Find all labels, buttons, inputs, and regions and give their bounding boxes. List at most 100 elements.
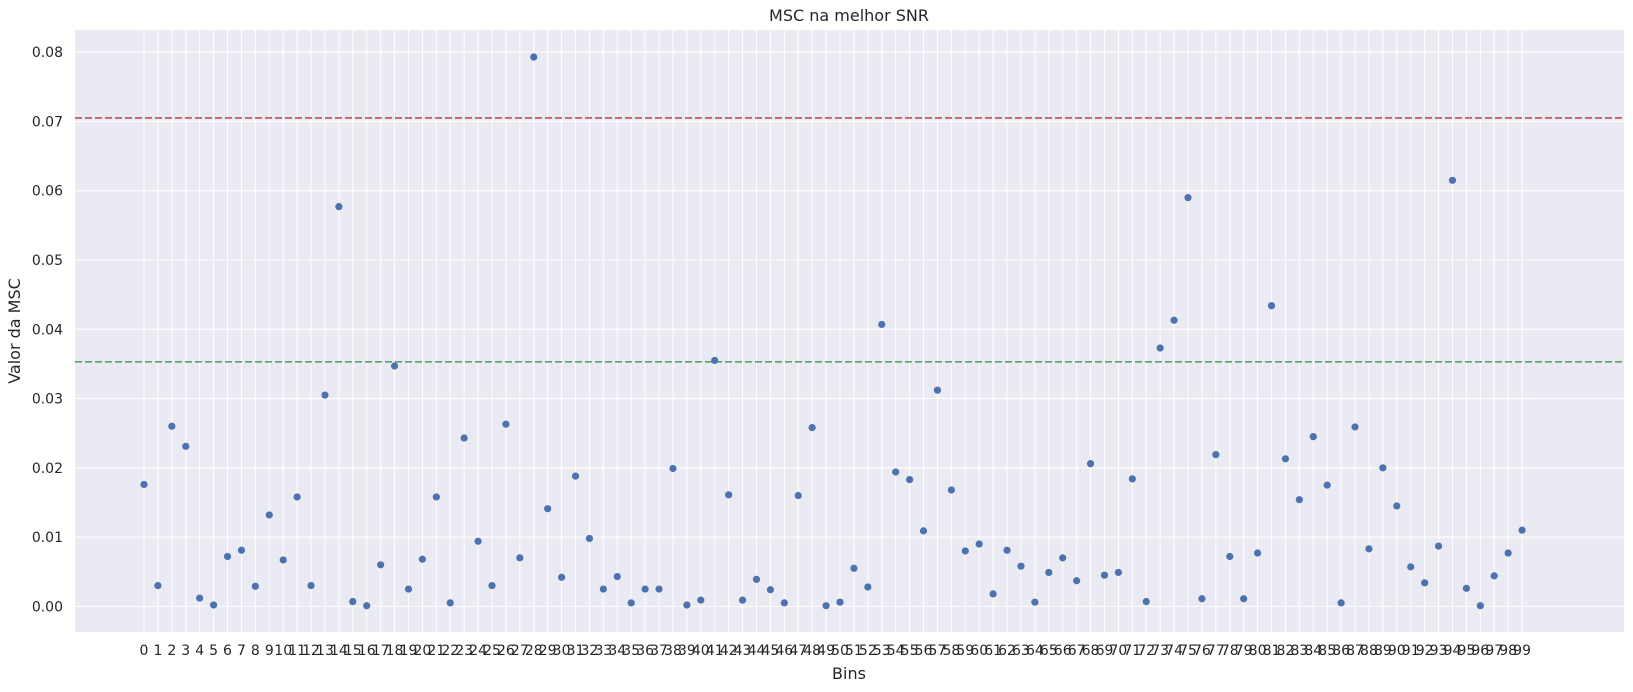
x-tick-label: 99 [1513, 643, 1531, 659]
x-tick-label: 71 [1123, 643, 1141, 659]
x-tick-label: 32 [581, 643, 599, 659]
data-points [140, 53, 1526, 610]
x-tick-label: 29 [539, 643, 557, 659]
x-tick-label: 60 [970, 643, 988, 659]
data-point [1462, 584, 1470, 592]
y-tick-labels: 0.00 0.01 0.02 0.03 0.04 0.05 0.06 0.07 0.08 [32, 45, 63, 615]
data-point [1518, 526, 1526, 534]
data-point [836, 598, 844, 606]
data-point [850, 564, 858, 572]
x-tick-label: 75 [1179, 643, 1197, 659]
x-tick-label: 79 [1235, 643, 1253, 659]
x-tick-label: 0 [140, 643, 149, 659]
x-tick-label: 11 [288, 643, 306, 659]
x-tick-label: 46 [775, 643, 793, 659]
data-point [669, 464, 677, 473]
data-point [432, 493, 440, 501]
data-point [1281, 455, 1290, 463]
data-point [474, 537, 482, 545]
data-point [293, 493, 301, 501]
x-tick-label: 17 [372, 643, 390, 659]
x-tick-label: 65 [1040, 643, 1058, 659]
data-point [641, 585, 649, 593]
y-tick-label: 0.02 [32, 461, 63, 477]
x-tick-label: 85 [1318, 643, 1336, 659]
x-tick-label: 39 [678, 643, 696, 659]
data-point [1448, 176, 1457, 184]
y-tick-label: 0.01 [32, 530, 63, 546]
x-tick-label: 1 [153, 643, 162, 659]
x-tick-label: 10 [274, 643, 292, 659]
x-tick-label: 90 [1388, 643, 1406, 659]
x-tick-label: 22 [441, 643, 459, 659]
data-point [780, 599, 788, 607]
data-point [1031, 598, 1039, 606]
data-point [182, 442, 190, 450]
data-point [933, 386, 942, 394]
data-point [752, 575, 761, 583]
x-tick-label: 76 [1193, 643, 1211, 659]
data-point [377, 561, 385, 569]
x-tick-label: 44 [748, 643, 766, 659]
data-point [864, 583, 872, 591]
data-point [1323, 481, 1331, 489]
data-point [1114, 568, 1122, 577]
data-point [1073, 577, 1081, 585]
x-tick-label: 40 [692, 643, 710, 659]
data-point [794, 491, 802, 500]
data-point [989, 590, 997, 598]
data-point [947, 486, 955, 494]
data-point [237, 546, 246, 554]
x-tick-label: 8 [251, 643, 260, 659]
data-point [697, 596, 705, 604]
data-point [599, 585, 607, 593]
data-point [975, 540, 983, 548]
x-tick-label: 83 [1290, 643, 1308, 659]
x-tick-label: 54 [887, 643, 905, 659]
x-tick-label: 31 [567, 643, 585, 659]
x-tick-label: 18 [386, 643, 404, 659]
data-point [1504, 549, 1512, 557]
data-point [460, 434, 468, 442]
data-point [1337, 599, 1345, 607]
y-tick-label: 0.04 [32, 322, 63, 338]
data-point [530, 53, 538, 61]
x-tick-label: 93 [1430, 643, 1448, 659]
x-tick-label: 38 [664, 643, 682, 659]
y-tick-label: 0.07 [32, 114, 63, 130]
x-tick-label: 82 [1277, 643, 1295, 659]
data-point [279, 556, 287, 564]
x-tick-label: 64 [1026, 643, 1044, 659]
data-point [251, 582, 259, 590]
x-tick-label: 4 [195, 643, 204, 659]
data-point [404, 585, 413, 593]
data-point [906, 475, 914, 484]
x-tick-label: 92 [1416, 643, 1434, 659]
data-point [335, 203, 343, 211]
data-point [223, 552, 232, 561]
x-tick-label: 69 [1096, 643, 1114, 659]
x-tick-label: 51 [845, 643, 863, 659]
x-tick-label: 89 [1374, 643, 1392, 659]
x-tick-label: 63 [1012, 643, 1030, 659]
x-tick-label: 50 [831, 643, 849, 659]
y-axis-label: Valor da MSC [5, 278, 24, 384]
x-tick-label: 77 [1207, 643, 1225, 659]
x-tick-label: 30 [553, 643, 571, 659]
x-tick-label: 47 [789, 643, 807, 659]
data-point [711, 356, 719, 365]
data-point [1421, 579, 1429, 587]
x-tick-label: 80 [1249, 643, 1267, 659]
data-point [307, 581, 315, 590]
x-tick-label: 59 [956, 643, 974, 659]
data-point [168, 422, 176, 430]
x-tick-label: 97 [1485, 643, 1503, 659]
x-tick-label: 67 [1068, 643, 1086, 659]
x-tick-label: 86 [1332, 643, 1350, 659]
data-point [808, 424, 816, 432]
data-point [1379, 464, 1387, 472]
data-point [210, 601, 218, 609]
data-point [1142, 597, 1150, 606]
data-point [1407, 563, 1415, 571]
x-tick-label: 53 [873, 643, 891, 659]
